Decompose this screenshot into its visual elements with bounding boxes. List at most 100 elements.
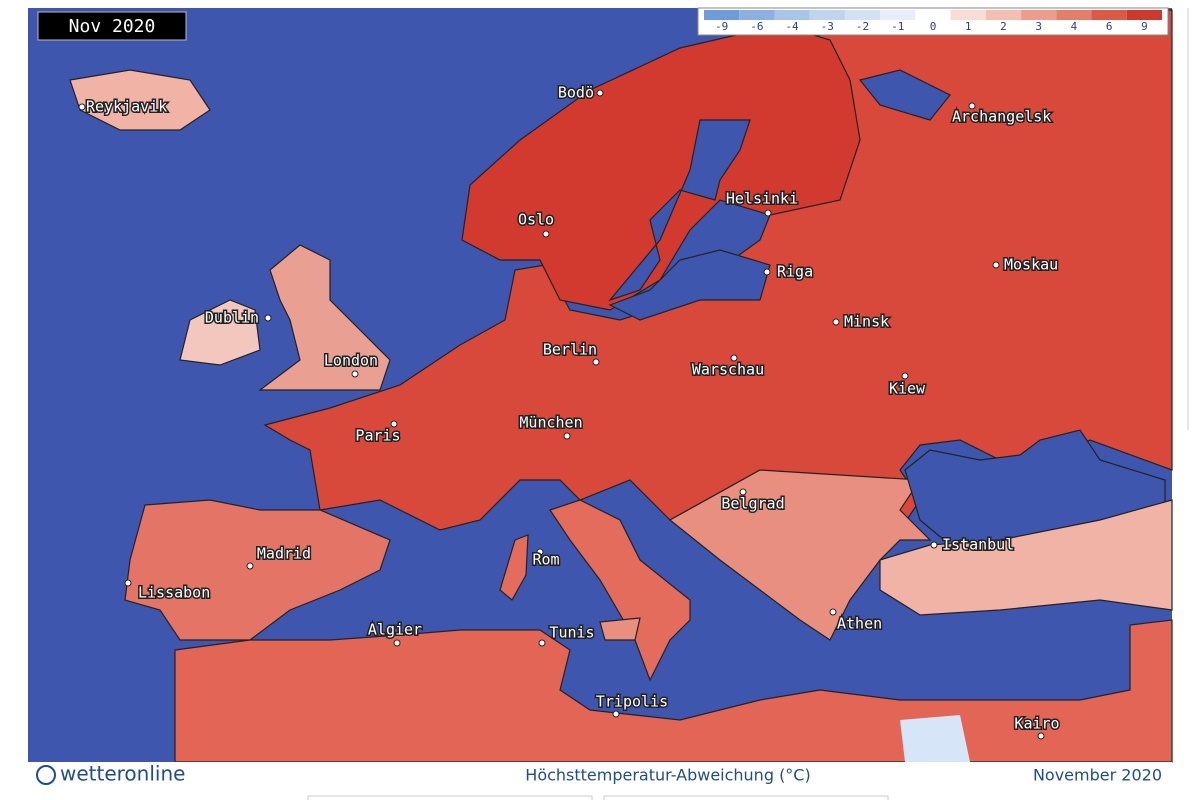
city-label: Bodö (558, 84, 594, 102)
city-label: Minsk (844, 313, 889, 331)
white-sea (858, 69, 951, 121)
city-label: Tripolis (596, 693, 668, 711)
city-dot (390, 420, 398, 428)
badge-box (37, 11, 187, 41)
city-dot (563, 432, 571, 440)
legend-swatch (880, 10, 916, 20)
city-label: London (324, 352, 378, 370)
badge: Nov 2020 (69, 16, 156, 37)
city-dot (542, 230, 550, 238)
legend-label: 6 (1106, 20, 1113, 33)
legend-swatch (1056, 10, 1092, 20)
legend-label: 1 (965, 20, 972, 33)
baltic-sea (608, 249, 771, 321)
city-dot (592, 358, 600, 366)
city-dot (393, 639, 401, 647)
city-label: Kairo (1014, 715, 1059, 733)
legend-swatch (739, 10, 775, 20)
legend-label: -1 (891, 20, 904, 33)
city-dot (829, 608, 837, 616)
city-dot (1037, 732, 1045, 740)
nile-lake (900, 715, 970, 762)
tab (603, 795, 889, 800)
city-dot (739, 488, 747, 496)
city-dot (901, 372, 909, 380)
city-label: Madrid (257, 545, 311, 563)
city-dot (596, 89, 604, 97)
city-label: Kiew (889, 380, 926, 398)
city-dot (538, 639, 546, 647)
sicily (599, 617, 641, 641)
sardinia-corsica (499, 534, 529, 601)
city-label: Dublin (205, 309, 259, 327)
legend-swatch (1091, 10, 1127, 20)
legend-swatch (774, 10, 810, 20)
city-label: Archangelsk (952, 108, 1051, 126)
italy (549, 499, 691, 682)
land (69, 9, 1173, 763)
city-label: Paris (355, 427, 400, 445)
iceland (69, 69, 211, 131)
legend-swatch (844, 10, 881, 20)
legend-label: 2 (1000, 20, 1007, 33)
legend-swatch (809, 10, 845, 20)
footer (28, 762, 1172, 790)
city-dot (612, 710, 620, 718)
city-dot (992, 261, 1000, 269)
city-label: Tunis (549, 624, 594, 642)
city-dot (124, 579, 132, 587)
scandinavia (461, 24, 861, 311)
city-dot (763, 268, 771, 276)
city-label: Riga (777, 263, 813, 281)
legend-label: -6 (750, 20, 763, 33)
city-label: Berlin (543, 341, 597, 359)
tab (307, 795, 593, 800)
city-dot (78, 103, 86, 111)
legend-label: -4 (785, 20, 799, 33)
legend-label: 3 (1035, 20, 1042, 33)
turkey (879, 499, 1173, 616)
city-dot (968, 102, 976, 110)
legend-swatch (950, 10, 986, 20)
city-dot (264, 314, 272, 322)
ireland (179, 299, 261, 366)
legend-label: -3 (821, 20, 834, 33)
city-dot (832, 318, 840, 326)
city-label: Athen (837, 615, 882, 633)
city-dot (536, 548, 544, 556)
city-dot (930, 541, 938, 549)
city-label: München (519, 414, 582, 432)
legend-swatch (704, 10, 740, 20)
cities: Reykjavik Bodö Oslo Helsinki Archangelsk Riga… (78, 82, 1061, 740)
legend-swatch (985, 10, 1022, 20)
legend-label: 0 (930, 20, 937, 33)
city-label: Istanbul (942, 536, 1014, 554)
city-label: Warschau (692, 361, 764, 379)
city-dot (351, 370, 359, 378)
legend-label: 4 (1071, 20, 1078, 33)
city-dot (764, 209, 772, 217)
legend-swatch (915, 10, 951, 20)
date: November 2020 (1033, 766, 1162, 785)
city-label: Reykjavik (86, 98, 167, 116)
legend-label: 9 (1141, 20, 1148, 33)
logo-icon (36, 765, 56, 785)
logo: wetteronline (60, 762, 185, 786)
legend: -9 -6 -4 -3 -2 -1 0 1 2 3 4 6 9 (704, 10, 1162, 33)
city-label: Algier (368, 621, 422, 639)
caption: Höchsttemperatur-Abweichung (°C) (525, 766, 810, 785)
legend-swatch (1126, 10, 1162, 20)
legend-swatch (1021, 10, 1057, 20)
mainland (263, 9, 1173, 531)
city-label: Moskau (1004, 256, 1058, 274)
legend-label: -9 (715, 20, 728, 33)
city-label: Helsinki (726, 190, 798, 208)
gulf-of-bothnia (608, 119, 751, 302)
city-label: Lissabon (138, 584, 210, 602)
city-dot (730, 354, 738, 362)
city-label: Rom (532, 551, 559, 569)
iberia (124, 499, 391, 641)
city-label: Belgrad (721, 495, 784, 513)
